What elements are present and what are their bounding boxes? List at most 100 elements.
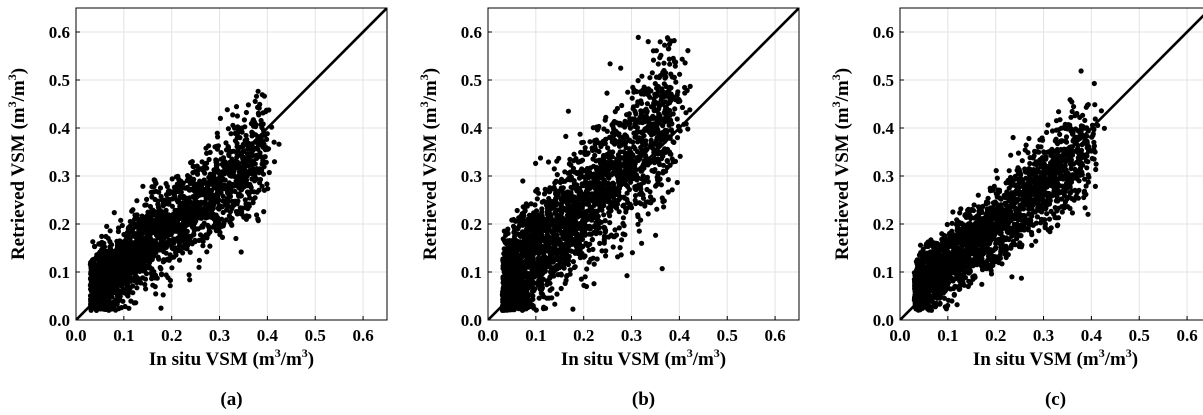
y-tick-label: 0.0 bbox=[461, 311, 482, 330]
y-tick-label: 0.2 bbox=[461, 215, 482, 234]
data-point bbox=[184, 195, 190, 201]
data-point bbox=[579, 140, 585, 146]
data-point bbox=[552, 301, 558, 307]
data-point bbox=[602, 218, 608, 224]
data-point bbox=[687, 83, 693, 89]
data-point bbox=[673, 79, 679, 85]
data-point bbox=[563, 133, 569, 139]
data-point bbox=[131, 242, 137, 249]
data-point bbox=[679, 104, 686, 111]
data-point bbox=[669, 121, 675, 127]
data-point bbox=[645, 211, 651, 217]
data-point bbox=[122, 240, 128, 246]
data-point bbox=[638, 108, 644, 114]
data-point bbox=[111, 257, 117, 264]
data-point bbox=[540, 244, 546, 250]
data-point bbox=[116, 240, 122, 246]
data-point bbox=[517, 243, 523, 249]
data-point bbox=[505, 230, 511, 236]
data-point bbox=[610, 234, 617, 240]
data-point bbox=[602, 137, 608, 143]
data-point bbox=[193, 226, 199, 232]
data-point bbox=[130, 255, 137, 261]
y-tick-label: 0.1 bbox=[49, 263, 70, 282]
data-point bbox=[581, 168, 588, 174]
data-point bbox=[118, 217, 124, 223]
data-point bbox=[126, 236, 133, 243]
data-point bbox=[186, 216, 192, 222]
data-point bbox=[565, 257, 571, 263]
data-point bbox=[638, 98, 644, 104]
data-point bbox=[560, 262, 566, 268]
data-point bbox=[589, 205, 595, 211]
data-point bbox=[594, 225, 600, 231]
data-point bbox=[542, 186, 548, 192]
data-point bbox=[200, 243, 206, 249]
data-point bbox=[215, 134, 221, 140]
data-point bbox=[124, 280, 130, 286]
data-point bbox=[183, 228, 189, 234]
data-point bbox=[605, 145, 611, 151]
data-point bbox=[660, 170, 666, 176]
data-point bbox=[170, 246, 176, 252]
x-tick-label: 0.0 bbox=[477, 326, 498, 345]
data-point bbox=[239, 177, 246, 183]
data-point bbox=[587, 139, 593, 145]
data-point bbox=[245, 206, 251, 212]
data-point bbox=[545, 217, 551, 223]
data-point bbox=[655, 89, 661, 95]
data-point bbox=[173, 174, 179, 180]
data-point bbox=[276, 141, 282, 147]
data-point bbox=[239, 209, 245, 215]
data-point bbox=[225, 184, 231, 190]
data-point bbox=[576, 175, 583, 181]
data-point bbox=[227, 209, 233, 215]
x-axis-label: In situ VSM (m3/m3) bbox=[149, 346, 314, 370]
data-point bbox=[256, 112, 262, 118]
data-point bbox=[565, 261, 572, 268]
data-point bbox=[115, 293, 121, 299]
data-point bbox=[265, 186, 271, 192]
data-point bbox=[550, 247, 557, 253]
data-point bbox=[216, 225, 222, 231]
data-point bbox=[674, 116, 680, 122]
data-point bbox=[233, 104, 240, 110]
data-point bbox=[172, 194, 178, 200]
data-point bbox=[562, 178, 568, 184]
data-point bbox=[614, 120, 620, 126]
data-point bbox=[618, 65, 624, 71]
data-point bbox=[623, 133, 629, 139]
data-point bbox=[173, 236, 179, 242]
data-point bbox=[179, 231, 185, 238]
data-point bbox=[144, 230, 150, 236]
data-point bbox=[615, 152, 622, 158]
data-point bbox=[664, 158, 670, 164]
data-point bbox=[520, 217, 526, 223]
data-point bbox=[593, 220, 599, 226]
data-point bbox=[663, 70, 669, 76]
data-point bbox=[521, 213, 527, 219]
data-point bbox=[567, 267, 573, 273]
data-point bbox=[155, 254, 161, 260]
data-point bbox=[240, 141, 246, 147]
data-point bbox=[618, 252, 624, 258]
data-point bbox=[255, 140, 261, 146]
data-point bbox=[600, 141, 606, 147]
data-point bbox=[633, 118, 639, 124]
data-point bbox=[629, 116, 635, 122]
data-point bbox=[207, 195, 213, 201]
data-point bbox=[201, 200, 207, 206]
data-point bbox=[161, 257, 167, 263]
data-point bbox=[610, 244, 616, 250]
data-point bbox=[153, 291, 159, 297]
data-point bbox=[578, 158, 584, 164]
data-point bbox=[223, 147, 230, 153]
data-point bbox=[625, 89, 631, 95]
data-point bbox=[143, 255, 150, 261]
one-to-one-line bbox=[76, 8, 387, 320]
data-point bbox=[586, 247, 592, 253]
data-point bbox=[153, 188, 159, 194]
data-point bbox=[95, 285, 101, 291]
data-point bbox=[554, 232, 560, 238]
data-point bbox=[261, 154, 267, 160]
